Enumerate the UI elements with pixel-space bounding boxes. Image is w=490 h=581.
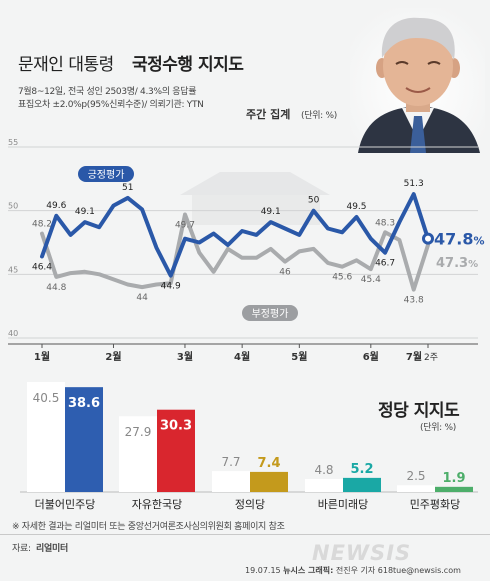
building-watermark-roof [180,172,330,195]
bar-previous [119,416,157,492]
bar-chart-title: 정당 지지도 [378,401,460,421]
bar-previous [212,471,250,492]
bar-previous-label: 40.5 [33,391,60,405]
positive-data-label: 44.9 [161,282,181,292]
source-label: 자료: [12,544,31,554]
bar-category-label: 더불어민주당 [35,498,96,511]
party-bar-chart: 40.5 38.6 더불어민주당 27.9 30.3 자유한국당 7.7 7.4 정의당 4.8 5… [20,382,478,511]
negative-data-label: 45.4 [361,275,381,285]
negative-series-line [40,212,430,292]
footnote: ※ 자세한 결과는 리얼미터 또는 중앙선거여론조사심의위원회 홈페이지 참조 [12,522,285,532]
negative-series-pill [242,305,298,321]
negative-end-label: 47.3% [436,256,478,271]
title-prefix: 문재인 대통령 [18,55,114,75]
positive-series-name: 긍정평가 [88,169,125,181]
positive-data-label: 49.1 [261,207,281,217]
y-tick-label: 40 [8,329,18,338]
bar-previous [397,485,435,492]
credit-date: 19.07.15 [245,566,281,575]
x-month-label: 7월 [406,351,422,363]
bar-current-label: 1.9 [442,471,465,486]
negative-data-label: 43.8 [404,296,424,306]
bar-previous [305,478,343,492]
x-month-label: 6월 [363,351,379,363]
credit-agency: 뉴시스 그래픽: [283,566,334,575]
positive-data-label: 46.7 [375,259,395,269]
x-month-label: 4월 [234,351,250,363]
negative-data-label: 44.8 [46,283,66,293]
building-watermark-body [192,195,320,225]
negative-data-label: 49.7 [175,220,195,230]
y-tick-label: 50 [8,202,18,211]
x-month-label: 2월 [105,351,121,363]
positive-data-label: 50 [308,196,320,206]
bar-current-label: 30.3 [160,419,192,434]
weekly-unit: (단위: %) [301,111,337,121]
bar-previous-label: 4.8 [314,463,333,477]
negative-data-label: 48.2 [32,220,52,230]
x-month-label: 3월 [177,351,193,363]
positive-series-line [40,192,430,278]
bar-current [157,409,195,492]
credit-line: 19.07.15 뉴시스 그래픽: 전진우 기자 618tue@newsis.c… [245,565,461,576]
bar-current [250,471,288,492]
positive-end-label: 47.8% [434,230,485,249]
bar-current-label: 7.4 [257,456,280,471]
bar-category-label: 바른미래당 [318,498,369,511]
negative-series-name: 부정평가 [252,308,289,320]
positive-series-pill [78,166,134,182]
page-title: 국정수행 지지도 [132,55,244,75]
bar-current [343,477,381,492]
approval-line-chart: 40 45 50 55 1월 2월 3월 4월 5월 6월 7월 2주 46.4 49.6 49.1 51 44… [8,138,485,363]
positive-end-marker [422,232,434,245]
negative-data-label: 48.3 [375,218,395,228]
bar-current-label: 38.6 [68,396,100,411]
negative-data-label: 46 [279,268,291,278]
weekly-label: 주간 집계 [246,108,291,121]
positive-data-label: 49.6 [46,201,66,211]
negative-data-label: 44 [136,293,148,303]
survey-info-line2: 표집오차 ±2.0%p(95%신뢰수준)/ 의뢰기관: YTN [18,100,204,110]
negative-data-label: 45.6 [332,273,352,283]
bar-category-label: 자유한국당 [132,498,183,511]
bar-category-label: 정의당 [235,498,265,511]
survey-info-line1: 7월8~12일, 전국 성인 2503명/ 4.3%의 응답률 [18,87,197,97]
x-month-label: 1월 [34,351,50,363]
credit-name: 전진우 기자 618tue@newsis.com [335,566,461,575]
x-month-label: 5월 [291,351,307,363]
positive-data-label: 46.4 [32,263,52,273]
positive-data-label: 49.1 [75,207,95,217]
footer-divider [0,534,490,535]
positive-data-label: 51 [122,183,133,193]
president-portrait [350,8,485,153]
bar-previous-label: 27.9 [125,425,152,439]
source-name: 리얼미터 [36,544,68,554]
bar-previous-label: 7.7 [221,455,240,469]
newsis-watermark: NEWSIS [312,541,412,565]
bar-chart-unit: (단위: %) [420,423,456,433]
bar-current [65,387,103,492]
bar-current [435,486,473,492]
bar-previous-label: 2.5 [406,469,425,483]
bar-category-label: 민주평화당 [410,498,461,511]
positive-data-label: 51.3 [404,179,424,189]
y-tick-label: 45 [8,265,18,274]
positive-data-label: 49.5 [346,202,366,212]
bar-current-label: 5.2 [350,462,373,477]
bar-previous [27,382,65,492]
x-week-label: 2주 [424,352,438,363]
y-tick-label: 55 [8,138,18,147]
